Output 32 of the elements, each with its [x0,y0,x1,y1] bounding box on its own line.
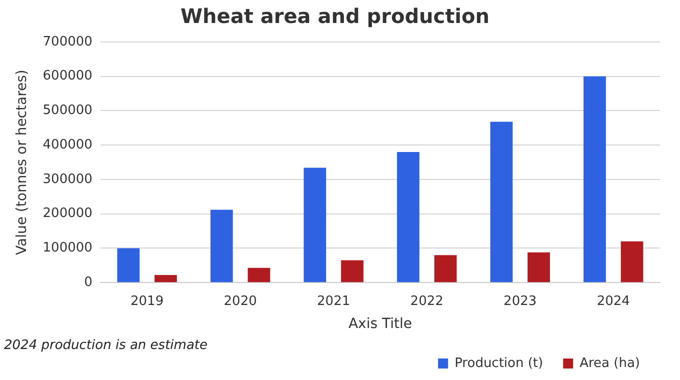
x-tick-label: 2020 [224,294,257,309]
y-tick-label: 200000 [42,206,92,222]
bar [248,268,270,282]
chart-title: Wheat area and production [180,4,490,28]
y-tick-label: 0 [84,274,92,290]
legend-label: Area (ha) [580,356,640,371]
x-axis-title: Axis Title [348,316,412,332]
bar [304,168,326,282]
bar [210,210,233,282]
x-tick-label: 2021 [317,294,350,309]
y-tick-label: 400000 [42,137,92,152]
bar [528,252,550,282]
bar [154,275,177,282]
bar [584,76,606,282]
y-tick-label: 300000 [42,172,92,187]
y-tick-label: 600000 [42,68,92,84]
legend-label: Production (t) [454,356,544,371]
bar [397,152,420,282]
bar [490,122,513,282]
x-tick-label: 2022 [410,294,444,309]
bar [117,248,140,282]
y-tick-label: 100000 [42,240,92,256]
y-tick-label: 500000 [42,103,92,118]
y-axis-title: Value (tonnes or hectares) [14,70,30,255]
bar [434,255,457,282]
bar [620,241,644,282]
x-tick-label: 2023 [504,294,537,309]
bar [341,260,364,282]
y-tick-label: 700000 [42,34,92,50]
x-tick-label: 2024 [596,294,630,309]
x-tick-label: 2019 [130,294,164,309]
text: 2024 production is an estimate [4,338,208,353]
